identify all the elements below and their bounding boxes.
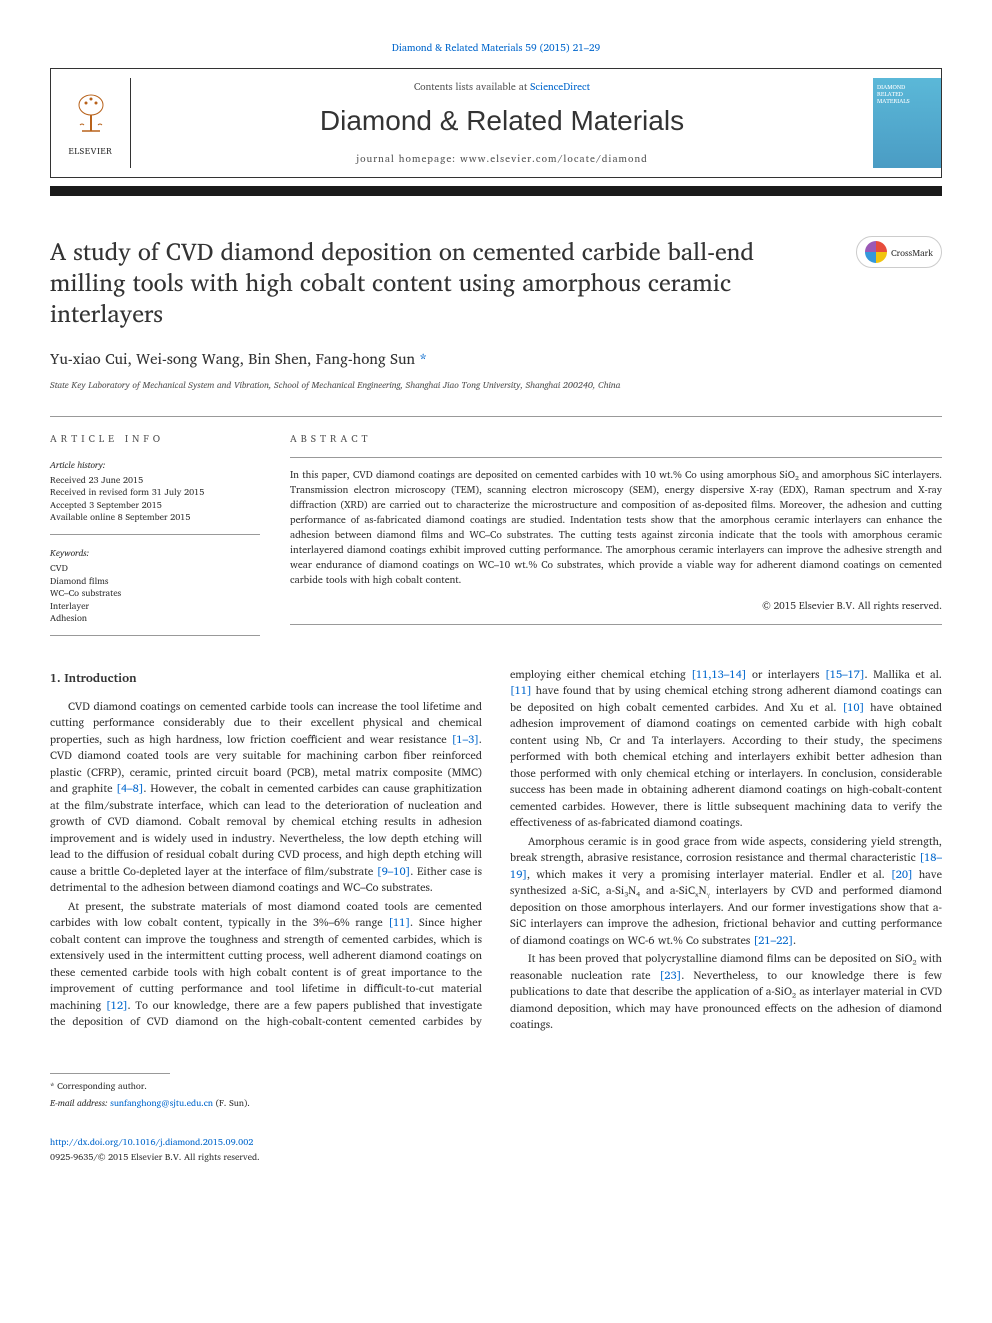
ref-4-8[interactable]: [4–8] <box>116 779 143 797</box>
contents-list-line: Contents lists available at ScienceDirec… <box>151 79 853 95</box>
p3-seg-a: Amorphous ceramic is in good grace from … <box>510 832 942 867</box>
keywords-label: Keywords: <box>50 534 260 560</box>
ref-12[interactable]: [12] <box>106 996 128 1014</box>
crossmark-icon <box>865 241 887 263</box>
email-link[interactable]: sunfanghong@sjtu.edu.cn <box>110 1095 213 1110</box>
ref-20[interactable]: [20] <box>891 865 913 883</box>
info-bottom-divider <box>50 635 260 636</box>
article-info-heading: ARTICLE INFO <box>50 431 260 447</box>
ref-11[interactable]: [11] <box>388 913 410 931</box>
paragraph-1: CVD diamond coatings on cemented carbide… <box>50 698 482 896</box>
affiliation: State Key Laboratory of Mechanical Syste… <box>50 377 942 392</box>
doi-link[interactable]: http://dx.doi.org/10.1016/j.diamond.2015… <box>50 1134 942 1149</box>
journal-name: Diamond & Related Materials <box>151 105 853 137</box>
homepage-prefix: journal homepage: <box>356 151 460 167</box>
corresponding-author-line: * Corresponding author. <box>50 1078 942 1093</box>
paragraph-3: Amorphous ceramic is in good grace from … <box>510 833 942 949</box>
online-line: Available online 8 September 2015 <box>50 511 260 524</box>
article-title: A study of CVD diamond deposition on cem… <box>50 236 856 330</box>
doi-block: http://dx.doi.org/10.1016/j.diamond.2015… <box>50 1134 942 1164</box>
title-row: A study of CVD diamond deposition on cem… <box>50 236 942 330</box>
footer-block: * Corresponding author. E-mail address: … <box>50 1073 942 1164</box>
header-divider-bar <box>50 186 942 196</box>
email-label: E-mail address: <box>50 1095 110 1110</box>
ref-15-17[interactable]: [15–17] <box>825 665 865 683</box>
footer-divider <box>50 1073 170 1074</box>
ref-11b[interactable]: [11] <box>510 681 532 699</box>
header-center: Contents lists available at ScienceDirec… <box>131 69 873 177</box>
cover-line-3: MATERIALS <box>877 98 937 105</box>
email-name: (F. Sun). <box>213 1095 250 1110</box>
crossmark-label: CrossMark <box>891 245 933 260</box>
info-abstract-container: ARTICLE INFO Article history: Received 2… <box>50 417 942 636</box>
elsevier-tree-icon <box>66 89 116 139</box>
history-label: Article history: <box>50 457 260 472</box>
authors-line: Yu-xiao Cui, Wei-song Wang, Bin Shen, Fa… <box>50 346 942 371</box>
elsevier-logo[interactable]: ELSEVIER <box>51 78 131 168</box>
journal-header-box: ELSEVIER Contents lists available at Sci… <box>50 68 942 178</box>
contents-prefix: Contents lists available at <box>414 79 530 95</box>
journal-homepage-line: journal homepage: www.elsevier.com/locat… <box>151 151 853 167</box>
email-line: E-mail address: sunfanghong@sjtu.edu.cn … <box>50 1095 942 1110</box>
article-info-column: ARTICLE INFO Article history: Received 2… <box>50 417 260 636</box>
corresponding-marker[interactable]: * <box>419 346 427 371</box>
p2-seg-d: or interlayers <box>746 665 825 683</box>
p3-seg-d: . <box>793 931 796 949</box>
abstract-heading: ABSTRACT <box>290 431 942 447</box>
ref-9-10[interactable]: [9–10] <box>377 862 410 880</box>
issn-copyright: 0925-9635/© 2015 Elsevier B.V. All right… <box>50 1149 942 1164</box>
journal-cover-thumbnail[interactable]: DIAMOND RELATED MATERIALS <box>873 78 941 168</box>
abstract-column: ABSTRACT In this paper, CVD diamond coat… <box>290 417 942 636</box>
ref-21-22[interactable]: [21–22] <box>754 931 794 949</box>
authors-text: Yu-xiao Cui, Wei-song Wang, Bin Shen, Fa… <box>50 346 419 371</box>
abstract-copyright: © 2015 Elsevier B.V. All rights reserved… <box>290 598 942 625</box>
ref-1-3[interactable]: [1–3] <box>452 730 479 748</box>
ref-23[interactable]: [23] <box>660 966 682 984</box>
paragraph-4: It has been proved that polycrystalline … <box>510 950 942 1033</box>
ref-11-13-14[interactable]: [11,13–14] <box>691 665 746 683</box>
p2-seg-e: . Mallika et al. <box>865 665 942 683</box>
elsevier-label: ELSEVIER <box>68 143 112 158</box>
p1-seg-a: CVD diamond coatings on cemented carbide… <box>50 697 482 748</box>
body-text-columns: 1. Introduction CVD diamond coatings on … <box>50 666 942 1033</box>
ref-10b[interactable]: [10] <box>843 698 865 716</box>
crossmark-badge[interactable]: CrossMark <box>856 236 942 268</box>
sciencedirect-link[interactable]: ScienceDirect <box>530 79 590 95</box>
abstract-text: In this paper, CVD diamond coatings are … <box>290 457 942 588</box>
section-1-heading: 1. Introduction <box>50 670 482 688</box>
keyword-5: Adhesion <box>50 612 260 625</box>
p3-seg-b: , which makes it very a promising interl… <box>527 865 891 883</box>
p2-seg-g: have obtained adhesion improvement of di… <box>510 698 942 832</box>
journal-issue-link[interactable]: Diamond & Related Materials 59 (2015) 21… <box>50 40 942 56</box>
homepage-url[interactable]: www.elsevier.com/locate/diamond <box>460 151 648 167</box>
